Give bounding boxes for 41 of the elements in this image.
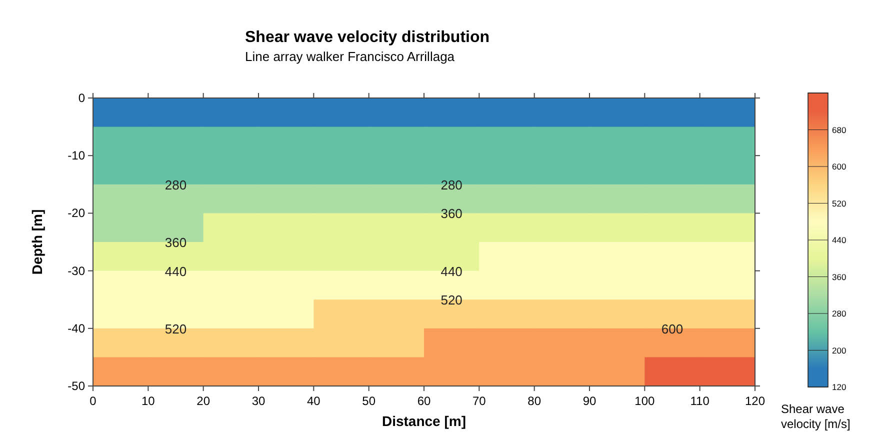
color-bar-label: 200 — [832, 345, 846, 356]
color-bar-label: 280 — [832, 308, 846, 318]
x-tick-label: 90 — [582, 394, 596, 408]
x-tick-label: 80 — [528, 394, 542, 408]
color-bar-label: 440 — [832, 235, 846, 245]
color-bar-label: 600 — [832, 162, 846, 172]
annotation: 280 — [440, 177, 462, 192]
x-tick-label: 10 — [141, 394, 156, 408]
chart-subtitle: Line array walker Francisco Arrillaga — [245, 49, 456, 64]
x-axis-title: Distance [m] — [382, 413, 466, 429]
x-tick-label: 50 — [362, 394, 376, 408]
color-bar-label: 120 — [832, 382, 846, 392]
y-tick-label: 0 — [78, 91, 86, 105]
x-tick-label: 0 — [90, 394, 97, 408]
y-tick-label: -10 — [68, 148, 86, 163]
y-axis-title: Depth [m] — [29, 209, 45, 275]
x-tick-label: 110 — [690, 394, 710, 408]
color-bar-label: 360 — [832, 272, 846, 282]
y-tick-label: -40 — [68, 321, 86, 336]
color-bar-label: 680 — [832, 124, 846, 135]
x-tick-label: 30 — [252, 394, 266, 408]
annotation: 440 — [164, 264, 187, 279]
y-tick-label: -20 — [68, 206, 86, 220]
x-tick-label: 20 — [196, 394, 210, 408]
annotation: 600 — [661, 321, 684, 336]
color-bar-title: Shear wave velocity [m/s] — [781, 402, 850, 431]
annotation: 520 — [440, 292, 462, 308]
x-tick-label: 100 — [634, 394, 655, 408]
chart-title: Shear wave velocity distribution — [245, 29, 490, 46]
annotation: 440 — [440, 264, 462, 279]
color-bar-label: 520 — [832, 198, 846, 208]
annotation: 360 — [164, 235, 187, 250]
annotation: 280 — [164, 177, 187, 192]
x-tick-label: 120 — [744, 394, 766, 408]
x-tick-label: 70 — [472, 394, 486, 408]
annotation: 520 — [164, 321, 187, 336]
y-tick-label: -30 — [68, 264, 86, 278]
x-tick-label: 40 — [306, 394, 321, 408]
y-tick-label: -50 — [68, 379, 86, 393]
x-tick-label: 60 — [417, 394, 431, 408]
annotation: 360 — [440, 206, 462, 222]
